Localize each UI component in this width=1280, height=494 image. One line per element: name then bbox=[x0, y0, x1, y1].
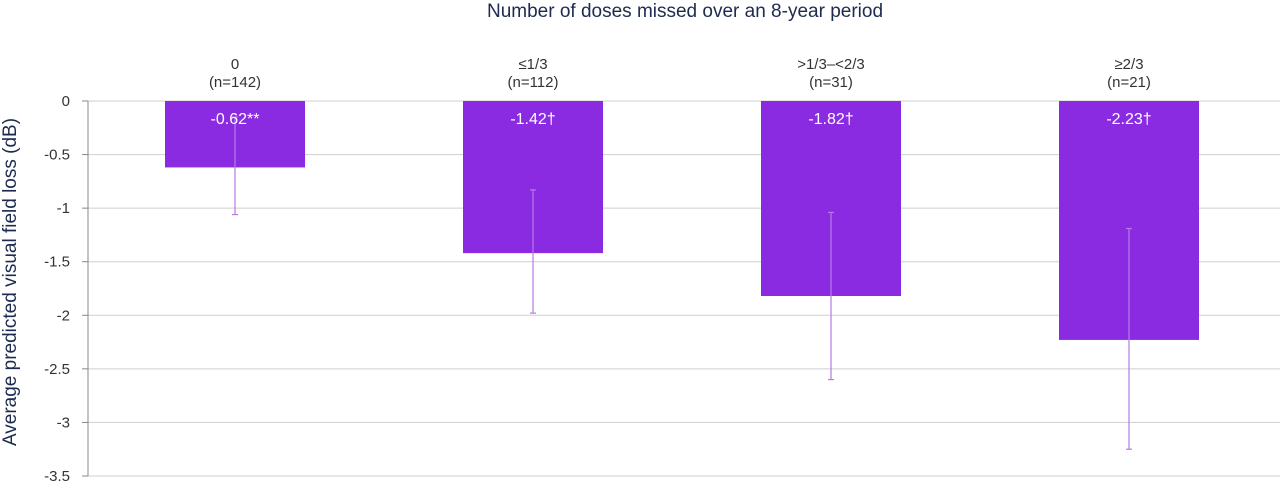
bar-value-label: -1.42† bbox=[510, 111, 555, 128]
y-tick-label: 0 bbox=[62, 93, 70, 110]
y-tick-label: -0.5 bbox=[44, 147, 70, 164]
bar-value-label: -0.62** bbox=[211, 111, 260, 128]
y-tick-label: -1 bbox=[57, 200, 70, 217]
chart-title: Number of doses missed over an 8-year pe… bbox=[487, 1, 883, 22]
x-category-count: (n=21) bbox=[1107, 74, 1151, 91]
x-category-count: (n=142) bbox=[209, 74, 261, 91]
x-category-count: (n=31) bbox=[809, 74, 853, 91]
x-category-count: (n=112) bbox=[507, 74, 558, 91]
bars bbox=[165, 101, 1199, 340]
x-category-label: ≥2/3 bbox=[1114, 56, 1143, 73]
labels: -0.62** 0(n=142) -1.42† ≤1/3(n=112) -1.82† >1… bbox=[209, 56, 1152, 128]
x-category-label: 0 bbox=[231, 56, 239, 73]
y-axis-label: Average predicted visual field loss (dB) bbox=[0, 118, 21, 446]
y-tick-label: -1.5 bbox=[44, 254, 70, 271]
y-axis-ticks: 0 -0.5 -1 -1.5 -2 -2.5 -3 -3.5 bbox=[44, 93, 70, 485]
error-bars bbox=[232, 116, 1132, 450]
bar-value-label: -2.23† bbox=[1106, 111, 1151, 128]
y-tick-label: -2.5 bbox=[44, 361, 70, 378]
y-tick-label: -2 bbox=[57, 307, 70, 324]
bar-value-label: -1.82† bbox=[808, 111, 853, 128]
y-tick-label: -3 bbox=[57, 414, 70, 431]
x-category-label: ≤1/3 bbox=[518, 56, 547, 73]
y-tick-label: -3.5 bbox=[44, 468, 70, 485]
x-category-label: >1/3–<2/3 bbox=[797, 56, 865, 73]
